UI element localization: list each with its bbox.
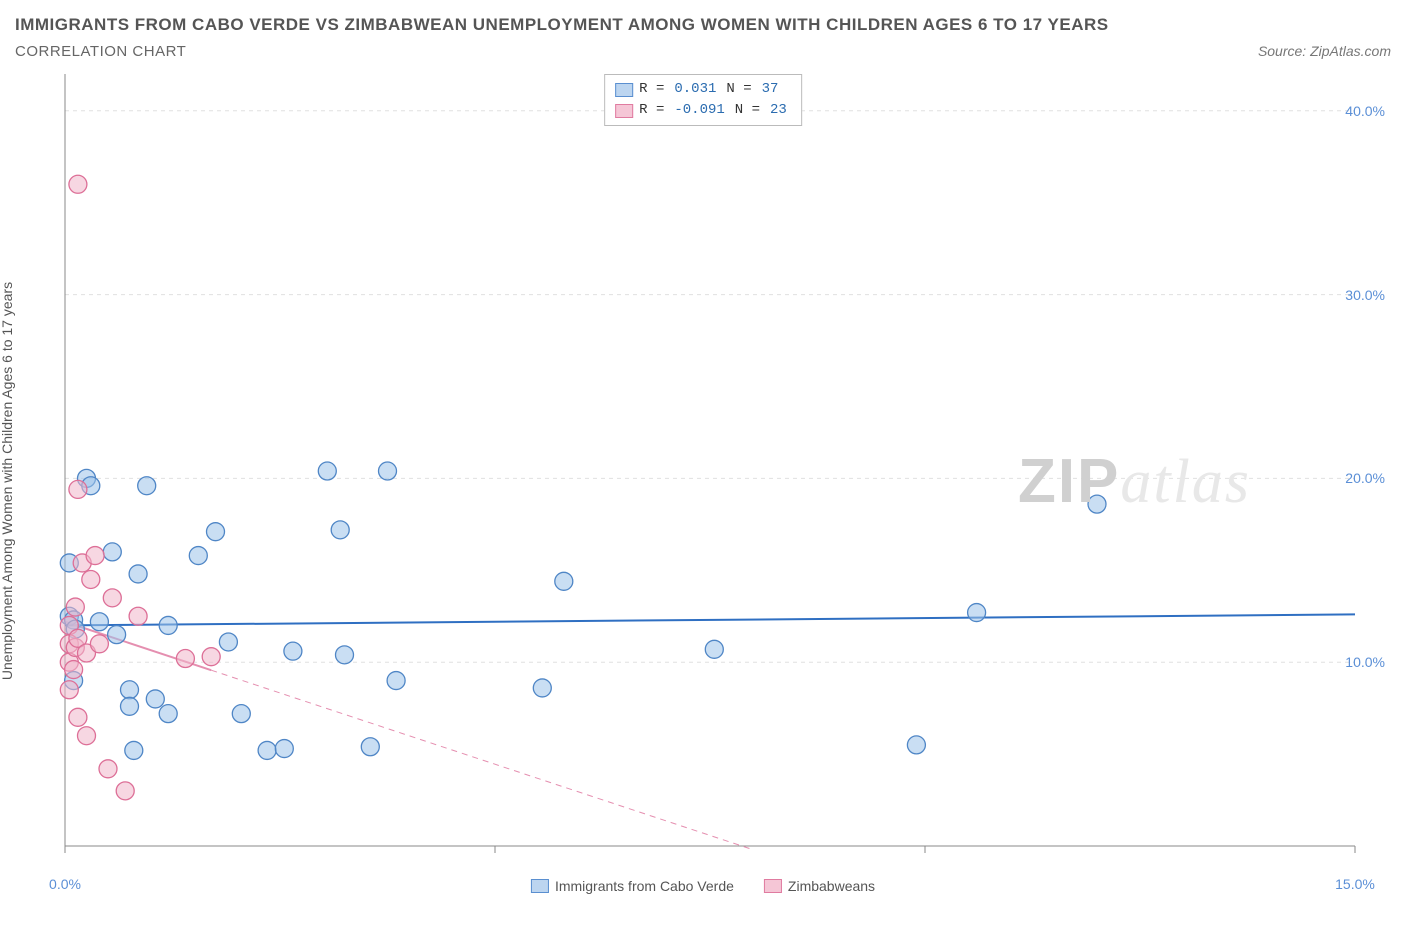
n-value-link[interactable]: 23: [766, 100, 791, 121]
y-tick-label: 20.0%: [1345, 470, 1385, 486]
swatch-cabo-verde-icon: [531, 879, 549, 893]
x-tick-label: 0.0%: [49, 876, 81, 892]
r-label: R =: [639, 100, 664, 121]
r-value-link[interactable]: -0.091: [670, 100, 728, 121]
legend-series: Immigrants from Cabo Verde Zimbabweans: [531, 878, 875, 894]
page-title: IMMIGRANTS FROM CABO VERDE VS ZIMBABWEAN…: [15, 15, 1109, 34]
r-value-link[interactable]: 0.031: [670, 79, 720, 100]
legend-stats-row-2: R = -0.091 N = 23: [615, 100, 791, 121]
y-tick-label: 30.0%: [1345, 287, 1385, 303]
n-label: N =: [726, 79, 751, 100]
correlation-chart: Unemployment Among Women with Children A…: [15, 66, 1391, 896]
y-tick-label: 10.0%: [1345, 654, 1385, 670]
chart-subtitle: CORRELATION CHART: [15, 43, 186, 60]
legend-label: Immigrants from Cabo Verde: [555, 878, 734, 894]
legend-item-cabo-verde[interactable]: Immigrants from Cabo Verde: [531, 878, 734, 894]
swatch-zimbabwe-icon: [764, 879, 782, 893]
n-label: N =: [735, 100, 760, 121]
source-attribution: Source: ZipAtlas.com: [1258, 43, 1391, 59]
legend-label: Zimbabweans: [788, 878, 875, 894]
r-label: R =: [639, 79, 664, 100]
source-name: ZipAtlas.com: [1310, 43, 1391, 59]
legend-stats-row-1: R = 0.031 N = 37: [615, 79, 791, 100]
y-tick-label: 40.0%: [1345, 103, 1385, 119]
swatch-cabo-verde-icon: [615, 83, 633, 97]
n-value-link[interactable]: 37: [758, 79, 783, 100]
y-axis-label: Unemployment Among Women with Children A…: [0, 282, 15, 680]
legend-item-zimbabwe[interactable]: Zimbabweans: [764, 878, 875, 894]
x-tick-label: 15.0%: [1335, 876, 1375, 892]
source-label: Source:: [1258, 43, 1310, 59]
legend-stats: R = 0.031 N = 37 R = -0.091 N = 23: [604, 74, 802, 126]
chart-svg: [15, 66, 1391, 896]
swatch-zimbabwe-icon: [615, 104, 633, 118]
